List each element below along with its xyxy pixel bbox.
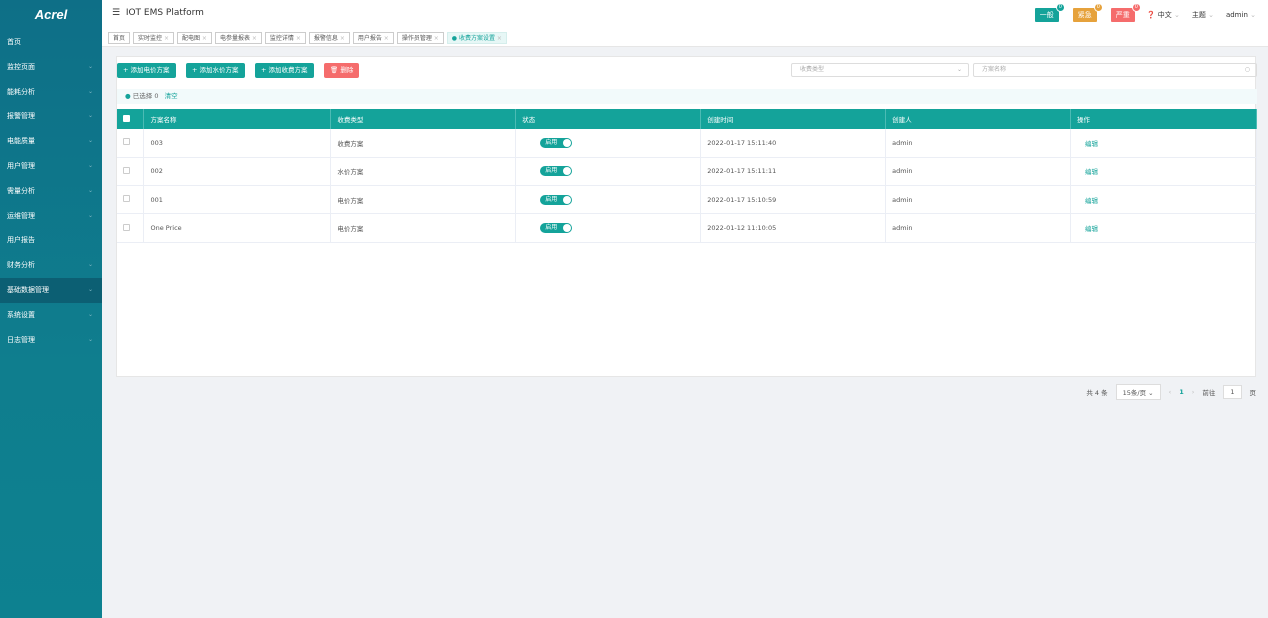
column-header: 状态	[515, 109, 702, 129]
chevron-down-icon: ⌄	[87, 285, 93, 293]
row-checkbox[interactable]	[123, 138, 130, 146]
add-electric-plan-button[interactable]: + 添加电价方案	[117, 63, 176, 78]
total-count: 共 4 条	[1086, 389, 1108, 397]
chevron-down-icon: ⌄	[87, 87, 93, 95]
row-checkbox[interactable]	[123, 223, 130, 231]
chevron-down-icon: ⌄	[87, 186, 93, 194]
status-toggle[interactable]: 启用	[540, 223, 573, 234]
close-icon[interactable]: ×	[163, 35, 169, 42]
chevron-down-icon: ⌄	[87, 211, 93, 219]
close-icon[interactable]: ×	[433, 35, 439, 42]
close-icon[interactable]: ×	[383, 35, 389, 42]
edit-link[interactable]: 编辑	[1085, 139, 1099, 148]
tab-bar: 首页 实时监控 × 配电图 × 电参量报表 × 监控详情 × 报警信息 × 用户报告 × 操作…	[102, 30, 1268, 47]
close-icon[interactable]: ×	[295, 35, 301, 42]
column-header: 创建时间	[700, 109, 887, 129]
alarm-badge[interactable]: 一般 0	[1034, 3, 1065, 22]
clear-selection-link[interactable]: 清空	[164, 92, 178, 100]
page-size-select[interactable]: 15条/页 ⌄	[1115, 384, 1161, 400]
tab[interactable]: 配电图 ×	[176, 32, 212, 44]
content-panel: + 添加电价方案 + 添加水价方案 + 添加收费方案 🗑 删除 收费类型 ⌄ 方案…	[116, 56, 1257, 377]
delete-button[interactable]: 🗑 删除	[324, 63, 360, 78]
info-icon: ●	[125, 92, 131, 100]
add-water-plan-button[interactable]: + 添加水价方案	[186, 63, 245, 78]
sidebar-item[interactable]: 首页	[7, 38, 21, 46]
sidebar: Acrel 首页监控页面 ⌄ 能耗分析 ⌄ 报警管理 ⌄ 电能质量 ⌄ 用户管理 ⌄ 需量分析 ⌄ 运维…	[0, 0, 102, 618]
chevron-down-icon: ⌄	[87, 310, 93, 318]
pagination: 共 4 条 15条/页 ⌄ ‹ 1 › 前往 1 页	[1086, 384, 1256, 400]
tab[interactable]: 电参量报表 ×	[214, 32, 262, 44]
sidebar-item[interactable]: 用户报告	[7, 236, 35, 245]
close-icon[interactable]: ×	[251, 35, 257, 42]
header: ☰ IOT EMS Platform 一般 0 紧急 0 严重 0 ❓ 中文 ⌄ 主题 ⌄…	[102, 0, 1268, 30]
close-icon[interactable]: ×	[496, 35, 502, 42]
row-checkbox[interactable]	[123, 195, 130, 203]
app-title: IOT EMS Platform	[125, 8, 204, 18]
edit-link[interactable]: 编辑	[1085, 196, 1099, 205]
goto-page-input[interactable]: 1	[1223, 385, 1242, 399]
tab[interactable]: 实时监控 ×	[133, 32, 174, 44]
sidebar-item[interactable]: 需量分析 ⌄	[0, 179, 102, 204]
status-toggle[interactable]: 启用	[540, 194, 573, 205]
status-toggle[interactable]: 启用	[540, 137, 573, 148]
plan-name-search[interactable]: 方案名称 ○	[973, 63, 1257, 77]
chevron-down-icon: ⌄	[87, 261, 93, 269]
chevron-down-icon: ⌄	[87, 112, 93, 120]
table-row: 002 水价方案 启用 2022-01-17 15:11:11 admin 编辑	[117, 157, 1257, 187]
tab[interactable]: ● 收费方案设置 ×	[446, 32, 507, 44]
chevron-down-icon: ⌄	[87, 161, 93, 169]
column-header: 操作	[1070, 109, 1257, 129]
tab[interactable]: 操作员管理 ×	[396, 32, 444, 44]
select-all-checkbox[interactable]	[123, 114, 130, 122]
sidebar-item[interactable]: 能耗分析 ⌄	[0, 80, 102, 105]
sidebar-item[interactable]: 监控页面 ⌄	[0, 55, 102, 80]
sidebar-item[interactable]: 财务分析 ⌄	[0, 253, 102, 278]
close-icon[interactable]: ×	[339, 35, 345, 42]
sidebar-item[interactable]: 用户管理 ⌄	[0, 154, 102, 179]
table-row: 003 收费方案 启用 2022-01-17 15:11:40 admin 编辑	[117, 129, 1257, 158]
column-header: 收费类型	[330, 109, 517, 129]
edit-link[interactable]: 编辑	[1085, 168, 1099, 177]
tab[interactable]: 首页	[108, 32, 131, 44]
sidebar-item[interactable]: 报警管理 ⌄	[0, 104, 102, 129]
chevron-down-icon: ⌄	[87, 137, 93, 145]
add-fee-plan-button[interactable]: + 添加收费方案	[255, 63, 314, 78]
sidebar-item[interactable]: 日志管理 ⌄	[0, 328, 102, 353]
prev-page-button[interactable]: ‹	[1168, 388, 1172, 396]
logo: Acrel	[34, 7, 68, 22]
alarm-count: 0	[1131, 3, 1141, 12]
table-row: 001 电价方案 启用 2022-01-17 15:10:59 admin 编辑	[117, 185, 1257, 215]
alarm-count: 0	[1055, 3, 1065, 12]
alarm-badge[interactable]: 严重 0	[1110, 3, 1141, 22]
language-select[interactable]: ❓ 中文 ⌄	[1146, 11, 1180, 19]
column-header: 方案名称	[143, 109, 332, 129]
close-icon[interactable]: ×	[201, 35, 207, 42]
status-toggle[interactable]: 启用	[540, 166, 573, 177]
tab[interactable]: 报警信息 ×	[308, 32, 350, 44]
next-page-button[interactable]: ›	[1191, 388, 1195, 396]
sidebar-item[interactable]: 电能质量 ⌄	[0, 129, 102, 154]
table-row: One Price 电价方案 启用 2022-01-12 11:10:05 ad…	[117, 213, 1257, 243]
alarm-count: 0	[1093, 3, 1103, 12]
chevron-down-icon: ⌄	[87, 335, 93, 343]
edit-link[interactable]: 编辑	[1085, 225, 1099, 234]
help-icon: ❓	[1146, 11, 1156, 19]
sidebar-item[interactable]: 系统设置 ⌄	[0, 303, 102, 328]
row-checkbox[interactable]	[123, 166, 130, 174]
column-header: 创建人	[885, 109, 1072, 129]
menu-toggle-icon[interactable]: ☰	[112, 8, 121, 18]
search-icon[interactable]: ○	[1244, 66, 1250, 73]
theme-select[interactable]: 主题 ⌄	[1191, 11, 1214, 19]
user-menu[interactable]: admin ⌄	[1225, 11, 1256, 19]
selection-info: ● 已选择 0 清空	[117, 89, 1257, 104]
tab[interactable]: 用户报告 ×	[352, 32, 394, 44]
plan-table: 方案名称 收费类型 状态 创建时间 创建人 操作 003 收费方案 启用 2022-01-…	[117, 109, 1257, 243]
sidebar-item[interactable]: 基础数据管理 ⌄	[0, 277, 102, 303]
page-1[interactable]: 1	[1179, 388, 1184, 396]
tab[interactable]: 监控详情 ×	[264, 32, 306, 44]
sidebar-item[interactable]: 运维管理 ⌄	[0, 204, 102, 229]
fee-type-select[interactable]: 收费类型 ⌄	[791, 63, 969, 77]
chevron-down-icon: ⌄	[87, 62, 93, 70]
alarm-badge[interactable]: 紧急 0	[1072, 3, 1103, 22]
